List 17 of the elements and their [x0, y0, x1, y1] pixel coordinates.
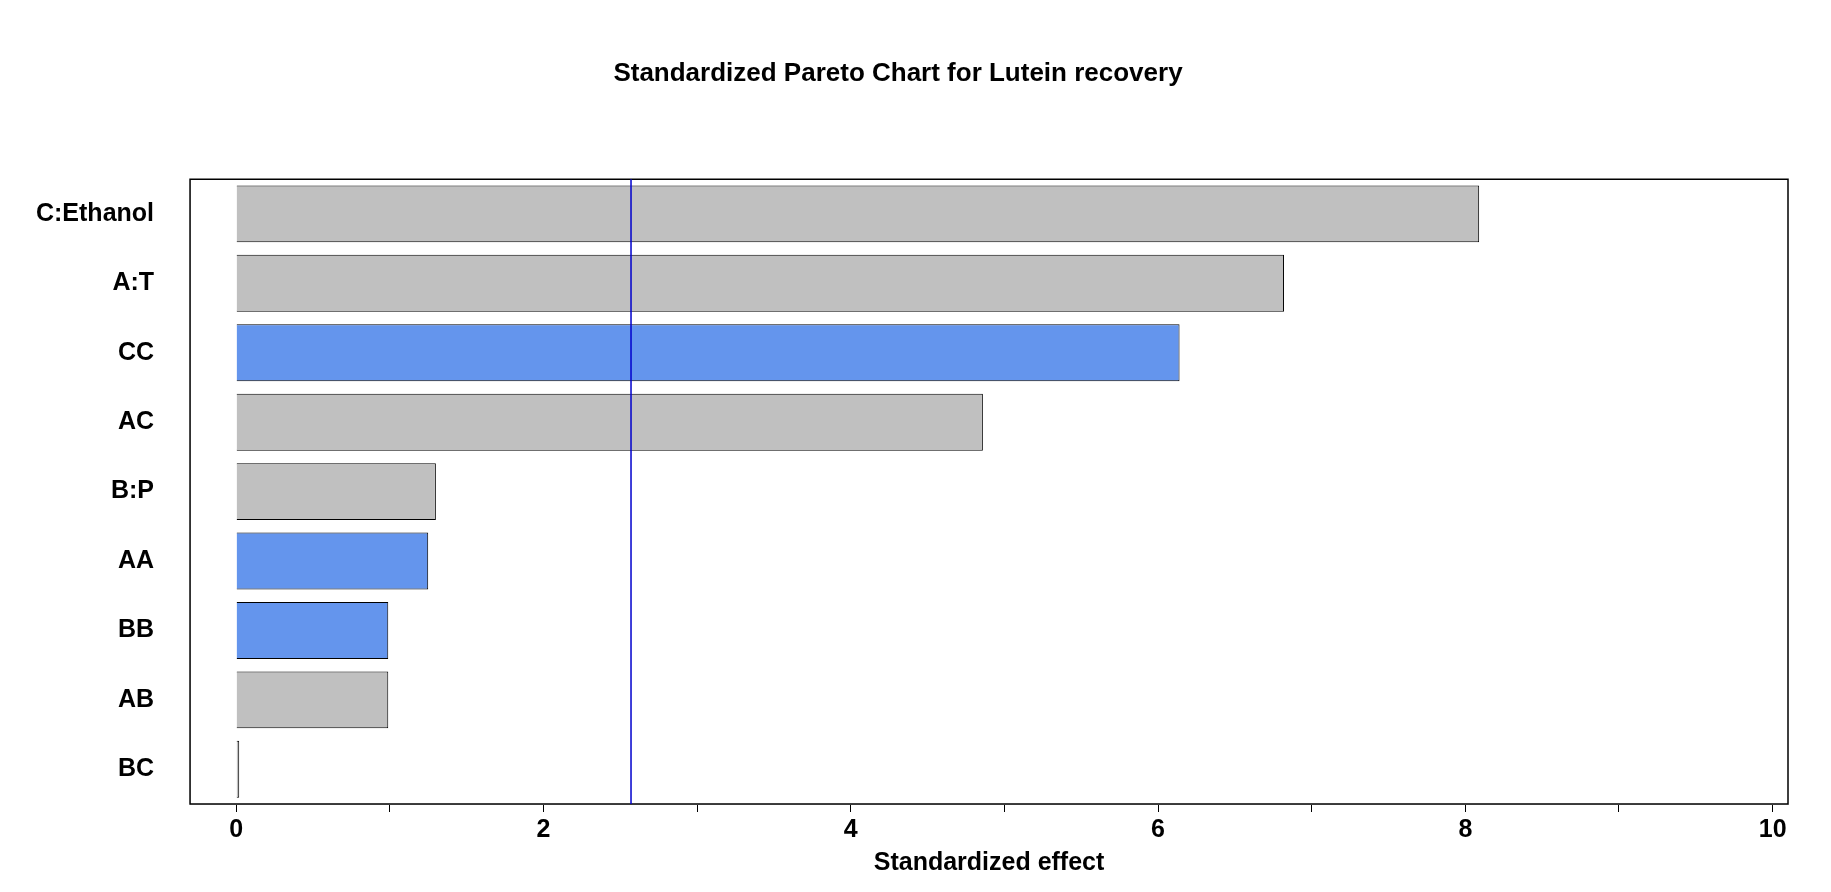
x-tick-label: 8: [1458, 813, 1473, 842]
chart-title: Standardized Pareto Chart for Lutein recovery: [613, 56, 1184, 87]
y-tick-label: AA: [117, 544, 155, 573]
y-tick-label: AC: [117, 406, 155, 435]
x-tick-label: 2: [536, 813, 551, 842]
y-tick-label: A:T: [112, 267, 155, 296]
y-tick-label: CC: [117, 336, 155, 365]
x-tick-label: 6: [1151, 813, 1165, 842]
y-tick-label: AB: [117, 683, 155, 712]
x-tick-label: 10: [1758, 813, 1787, 842]
y-tick-label: C:Ethanol: [36, 197, 155, 226]
x-tick-label: 0: [229, 813, 244, 842]
x-axis-title: Standardized effect: [873, 846, 1105, 875]
y-tick-label: BC: [117, 753, 155, 782]
y-tick-label: BB: [117, 614, 155, 643]
x-tick-label: 4: [843, 813, 858, 842]
y-tick-label: B:P: [110, 475, 155, 504]
